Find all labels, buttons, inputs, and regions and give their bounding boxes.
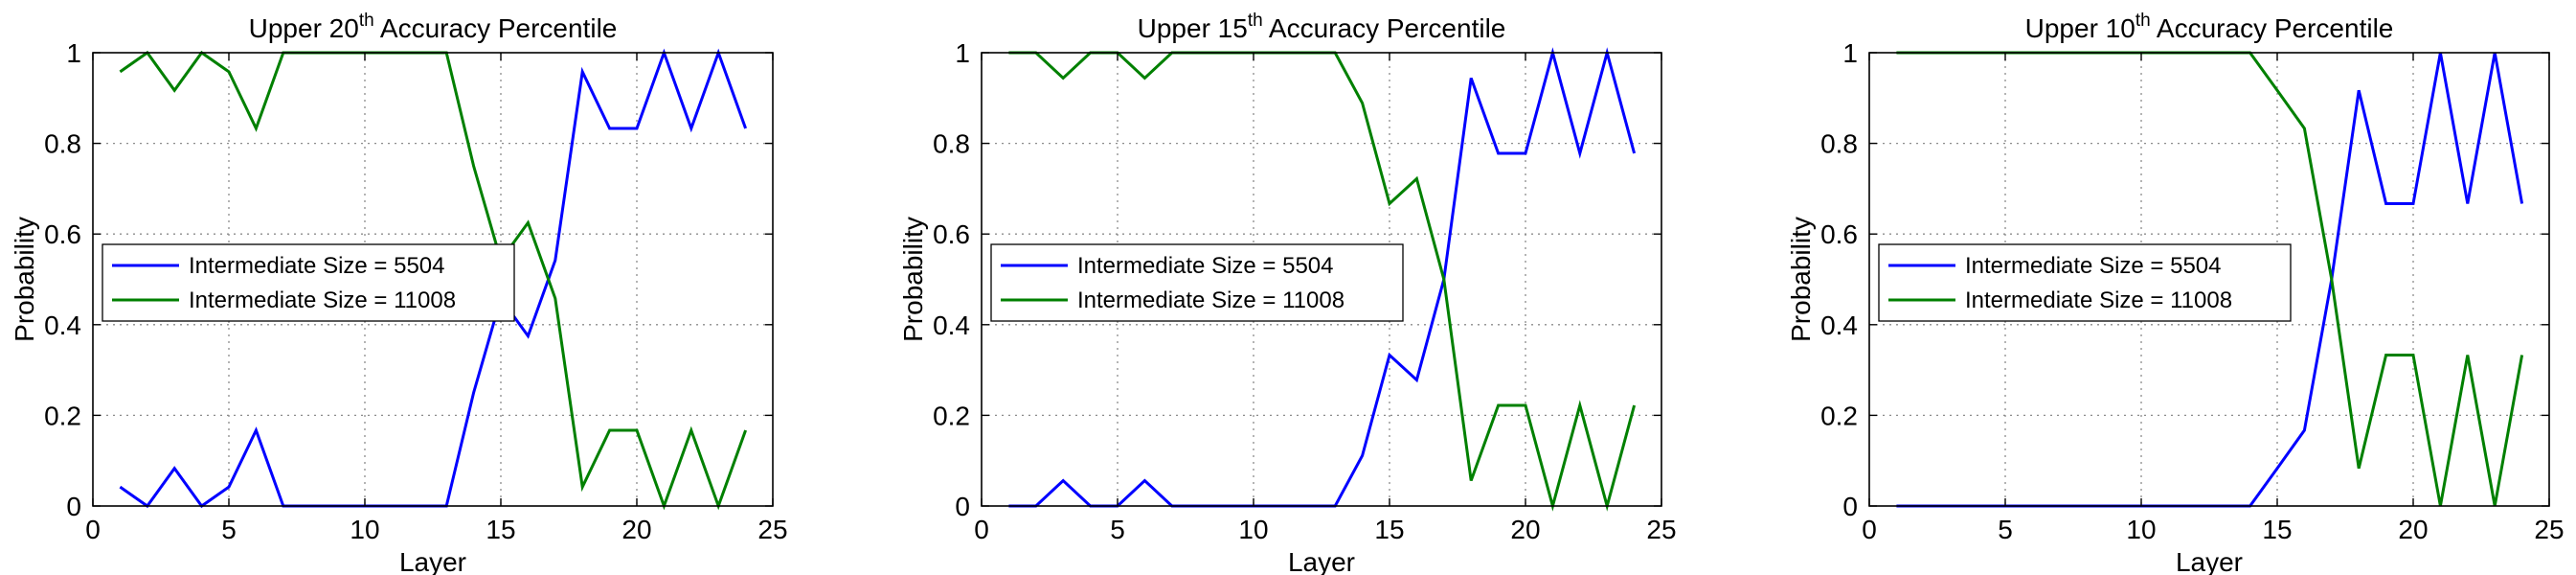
x-axis-label: Layer (2176, 547, 2243, 575)
y-tick-label: 0 (955, 492, 970, 521)
legend-label-1: Intermediate Size = 5504 (1077, 253, 1334, 279)
legend: Intermediate Size = 5504 Intermediate Siz… (990, 243, 1404, 322)
y-tick-label: 0.8 (933, 129, 970, 159)
x-tick-label: 0 (85, 515, 101, 544)
y-tick-label: 1 (955, 38, 970, 68)
x-tick-label: 20 (1510, 515, 1540, 544)
x-tick-label: 15 (2262, 515, 2292, 544)
x-tick-label: 25 (1646, 515, 1676, 544)
axes-box (1868, 52, 2550, 507)
y-tick-label: 0.6 (933, 219, 970, 249)
chart-title-sup: th (1248, 11, 1263, 31)
legend: Intermediate Size = 5504 Intermediate Siz… (102, 243, 515, 322)
x-tick-label: 5 (1110, 515, 1125, 544)
chart-title-rest: Accuracy Percentile (2151, 13, 2394, 43)
legend-label-1: Intermediate Size = 5504 (1965, 253, 2222, 279)
x-tick-label: 10 (1238, 515, 1268, 544)
y-tick-label: 0.2 (44, 401, 81, 430)
chart-panel-2: 0 5 10 15 20 25 0 0.2 0.4 0.6 0.8 1 Layer Probability… (898, 11, 1677, 575)
legend-label-1: Intermediate Size = 5504 (189, 253, 445, 279)
chart-title-rest: Accuracy Percentile (374, 13, 618, 43)
chart-title-main: Upper 10 (2025, 13, 2135, 43)
chart-title: Upper 15th Accuracy Percentile (1138, 11, 1506, 43)
x-tick-label: 10 (350, 515, 379, 544)
y-axis-label: Probability (10, 217, 39, 342)
x-tick-label: 15 (486, 515, 515, 544)
chart-title: Upper 10th Accuracy Percentile (2025, 11, 2394, 43)
axes-box (92, 52, 774, 507)
y-tick-label: 0.4 (933, 310, 970, 340)
x-tick-label: 15 (1374, 515, 1404, 544)
y-tick-label: 0.6 (44, 219, 81, 249)
x-tick-label: 25 (757, 515, 787, 544)
x-tick-label: 5 (221, 515, 237, 544)
y-axis-label: Probability (1786, 217, 1816, 342)
y-tick-label: 0.6 (1820, 219, 1858, 249)
legend-box (1878, 243, 2292, 322)
legend-label-2: Intermediate Size = 11008 (189, 288, 456, 313)
chart-panel-1: 0 5 10 15 20 25 0 0.2 0.4 0.6 0.8 1 Layer Probability… (10, 11, 788, 575)
y-tick-label: 0.2 (1820, 401, 1858, 430)
x-tick-label: 5 (1998, 515, 2013, 544)
legend-label-2: Intermediate Size = 11008 (1965, 288, 2232, 313)
y-tick-label: 1 (1842, 38, 1858, 68)
chart-panel-3: 0 5 10 15 20 25 0 0.2 0.4 0.6 0.8 1 Layer Probability… (1786, 11, 2565, 575)
axes-box (981, 52, 1662, 507)
y-tick-label: 0.4 (44, 310, 81, 340)
y-tick-label: 0.8 (1820, 129, 1858, 159)
chart-title-sup: th (359, 11, 374, 31)
x-tick-label: 25 (2534, 515, 2564, 544)
chart-title: Upper 20th Accuracy Percentile (249, 11, 618, 43)
chart-title-main: Upper 20 (249, 13, 359, 43)
x-axis-label: Layer (399, 547, 466, 575)
x-tick-label: 20 (621, 515, 651, 544)
chart-title-main: Upper 15 (1138, 13, 1248, 43)
legend-label-2: Intermediate Size = 11008 (1077, 288, 1344, 313)
y-tick-label: 0.8 (44, 129, 81, 159)
y-tick-label: 0 (66, 492, 81, 521)
x-tick-label: 20 (2398, 515, 2428, 544)
x-tick-label: 0 (1862, 515, 1877, 544)
y-tick-label: 0.2 (933, 401, 970, 430)
x-tick-label: 10 (2126, 515, 2156, 544)
x-axis-label: Layer (1288, 547, 1355, 575)
y-tick-label: 0.4 (1820, 310, 1858, 340)
legend-box (102, 243, 515, 322)
y-tick-label: 1 (66, 38, 81, 68)
chart-title-sup: th (2135, 11, 2151, 31)
chart-title-rest: Accuracy Percentile (1263, 13, 1506, 43)
y-tick-label: 0 (1842, 492, 1858, 521)
legend-box (990, 243, 1404, 322)
x-tick-label: 0 (974, 515, 989, 544)
legend: Intermediate Size = 5504 Intermediate Siz… (1878, 243, 2292, 322)
y-axis-label: Probability (898, 217, 928, 342)
